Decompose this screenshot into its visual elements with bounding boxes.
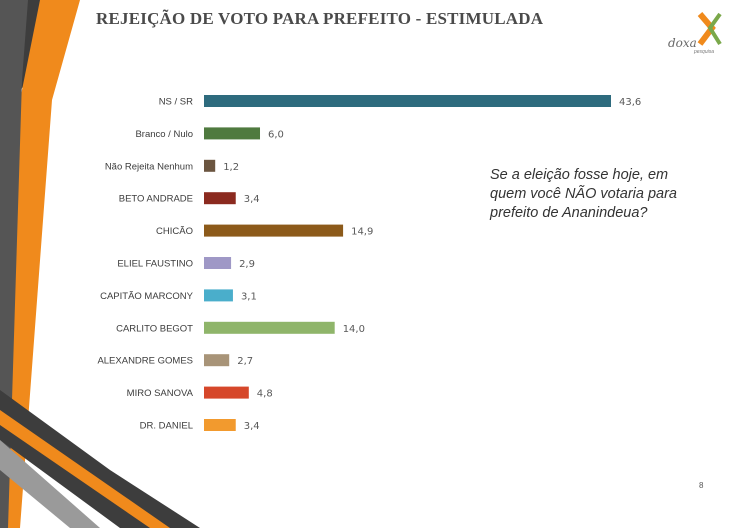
bar: [204, 321, 335, 334]
logo-text: doxa: [668, 36, 697, 50]
value-label: 3,4: [244, 421, 260, 432]
category-label: ALEXANDRE GOMES: [97, 356, 193, 367]
value-label: 43,6: [619, 97, 641, 108]
bar: [204, 159, 216, 172]
bar: [204, 257, 232, 269]
value-label: 3,1: [241, 291, 257, 302]
value-label: 2,7: [237, 356, 253, 367]
value-label: 1,2: [223, 162, 239, 173]
value-label: 6,0: [268, 129, 284, 140]
bar: [204, 224, 344, 237]
page-number: 8: [699, 481, 704, 490]
bar: [204, 192, 236, 205]
value-label: 14,9: [351, 227, 373, 238]
value-label: 3,4: [244, 194, 260, 205]
category-label: Branco / Nulo: [135, 129, 193, 140]
category-label: ELIEL FAUSTINO: [117, 259, 193, 270]
category-label: CAPITÃO MARCONY: [100, 291, 194, 302]
bar: [204, 354, 230, 367]
doxa-logo-icon: [697, 12, 722, 46]
category-label: MIRO SANOVA: [127, 388, 194, 399]
logo-subtext: pesquisa: [694, 49, 715, 55]
bar: [204, 127, 261, 140]
bar: [204, 289, 233, 302]
category-label: DR. DANIEL: [140, 421, 193, 432]
bar: [204, 95, 611, 107]
bar: [204, 419, 236, 431]
category-label: CARLITO BEGOT: [116, 323, 193, 334]
category-label: NS / SR: [159, 97, 193, 108]
category-label: Não Rejeita Nenhum: [105, 161, 193, 172]
value-label: 14,0: [343, 324, 365, 335]
bar: [204, 386, 249, 399]
value-label: 4,8: [257, 389, 273, 400]
chart-title: REJEIÇÃO DE VOTO PARA PREFEITO - ESTIMUL…: [96, 9, 544, 28]
category-label: CHICÃO: [156, 226, 193, 237]
survey-question: Se a eleição fosse hoje, em quem você NÃ…: [490, 167, 677, 221]
value-label: 2,9: [239, 259, 255, 270]
category-label: BETO ANDRADE: [119, 194, 193, 205]
